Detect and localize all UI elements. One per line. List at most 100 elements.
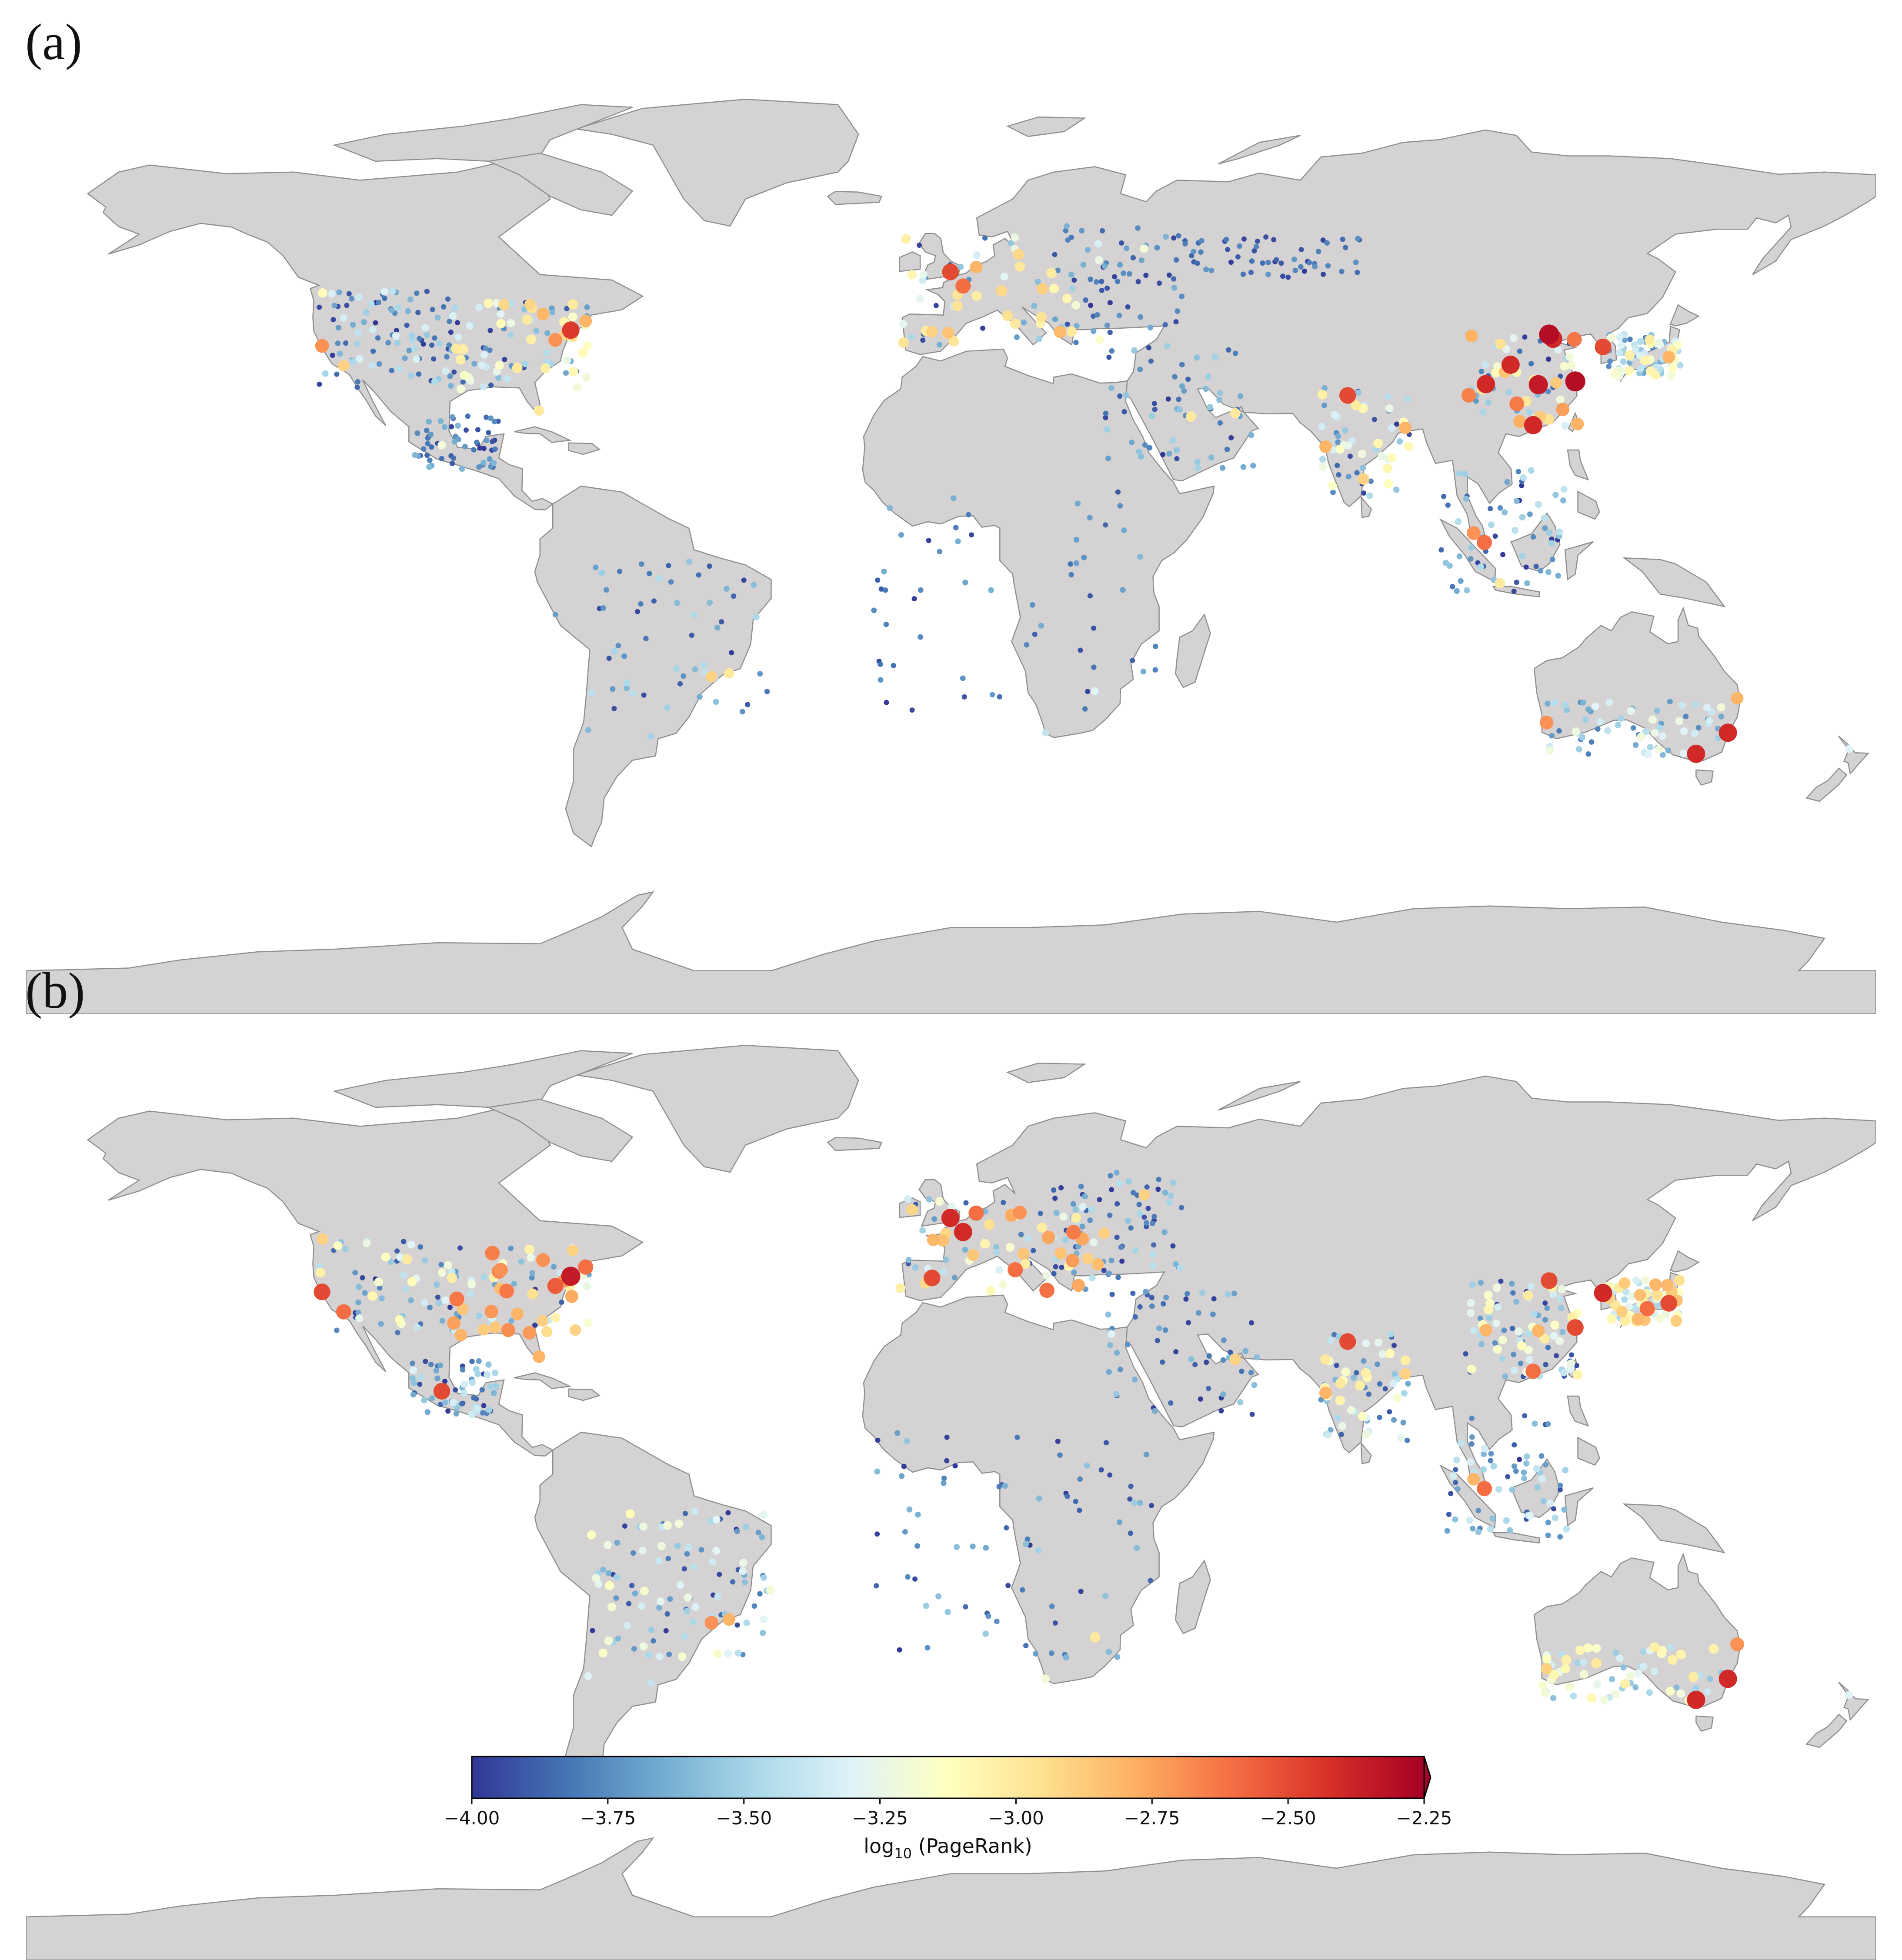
map-a-background-point [1225,447,1230,452]
map-b-background-point [953,1463,958,1469]
map-a-background-point [617,569,622,574]
map-b-city-point [954,1223,972,1241]
map-a-background-point [1241,464,1246,470]
map-b-background-point [954,1544,960,1550]
map-a-background-point [1146,345,1151,350]
map-b-background-point [1580,1659,1587,1666]
map-a-background-point [912,596,917,601]
map-b-city-point [1532,1324,1545,1337]
map-b-background-point [1038,1211,1043,1216]
map-a-background-point [549,310,555,316]
map-a-background-point [544,350,551,357]
map-b-background-point [744,1620,750,1626]
map-b-background-point [1160,1360,1165,1365]
map-b-city-point [1480,1324,1492,1337]
map-a-background-point [681,673,686,679]
map-a-background-point [507,332,514,338]
map-a-background-point [1011,233,1019,242]
map-b-background-point [1511,1367,1518,1374]
map-b-background-point [1049,1650,1054,1656]
map-b-background-point [1475,1529,1482,1535]
map-b-background-point [923,1603,930,1609]
map-b-city-point [336,1304,351,1320]
map-a-background-point [604,587,609,593]
map-b-city-point [1138,1189,1150,1200]
map-b-background-point [438,1268,446,1277]
map-a-background-point [355,379,360,384]
map-a-background-point [1194,354,1200,360]
map-a-city-point [1140,244,1149,253]
map-b-background-point [1144,1220,1149,1226]
map-b-background-point [1535,1484,1541,1491]
map-a-background-point [1117,503,1123,509]
map-a-background-point [392,332,400,340]
map-b-background-point [1150,1221,1155,1227]
map-b-background-point [1523,1290,1533,1300]
map-a-background-point [447,373,453,379]
map-a-city-point [926,326,938,337]
map-a-background-point [1148,359,1154,364]
map-b-background-point [675,1520,684,1528]
map-b-city-point [1661,1295,1677,1311]
map-b-background-point [905,1574,911,1580]
map-b-background-point [1498,1279,1504,1284]
map-a-background-point [1705,717,1713,724]
map-a-background-point [1142,442,1148,448]
map-a-background-point [474,440,480,445]
map-a-background-point [1703,704,1711,712]
map-a-background-point [1528,467,1535,473]
map-b-background-point [1177,1265,1184,1272]
map-a-background-point [1354,470,1359,475]
map-a-background-point [369,326,377,333]
map-a-background-point [1617,341,1625,349]
map-a-background-point [1228,435,1234,440]
map-a-background-point [664,704,671,711]
map-a-background-point [1500,552,1505,557]
map-b-background-point [592,1574,600,1582]
map-a-background-point [354,340,360,347]
map-a-background-point [1637,733,1645,741]
map-a-background-point [1153,667,1158,673]
map-b-background-point [1704,1688,1711,1695]
map-a-svg [26,97,1876,1014]
map-a-background-point [451,456,456,461]
map-a-background-point [1185,377,1191,382]
map-a-city-point [567,299,578,310]
map-a-background-point [569,367,578,377]
map-b-background-point [476,1358,482,1364]
map-b-background-point [1092,1258,1104,1270]
map-a-background-point [1627,707,1635,715]
map-b-background-point [1358,1412,1367,1421]
map-b-background-point [1655,1314,1664,1323]
map-b-background-point [355,1310,361,1315]
map-b-city-point [704,1616,718,1630]
map-a-background-point [1037,283,1048,294]
map-b-background-point [756,1530,761,1535]
map-b-background-point [1150,1251,1157,1258]
map-b-background-point [1470,1526,1475,1531]
map-a-background-point [429,343,434,348]
map-b-background-point [1347,1406,1355,1414]
map-a-background-point [421,446,426,451]
map-a-background-point [729,650,734,655]
map-b-background-point [655,1557,662,1564]
map-b-background-point [434,1368,439,1373]
map-b-background-point [1452,1517,1458,1523]
map-b-background-point [656,1605,662,1611]
map-b-background-point [1493,1283,1501,1292]
map-a-background-point [1542,525,1548,531]
map-a-background-point [1325,263,1331,269]
map-b-background-point [725,1510,731,1515]
map-a-background-point [1526,409,1532,416]
map-a-background-point [1361,490,1366,496]
map-a-background-point [714,625,721,631]
map-a-background-point [674,600,680,606]
map-a-background-point [1271,237,1276,242]
map-a-background-point [1174,319,1179,324]
map-a-background-point [920,270,928,278]
map-b-background-point [1243,1348,1249,1354]
map-a-background-point [638,601,643,607]
map-a-background-point [417,336,422,341]
map-b-background-point [1005,1583,1011,1588]
map-a-city-point [1477,375,1495,393]
